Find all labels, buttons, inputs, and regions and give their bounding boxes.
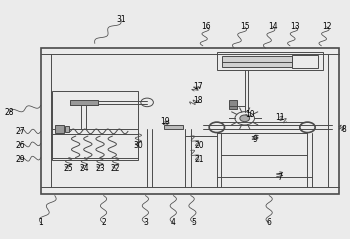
Text: 12: 12 [322, 22, 331, 31]
Text: 24: 24 [79, 164, 89, 173]
Text: 21: 21 [195, 155, 204, 164]
Bar [222, 56, 292, 67]
Text: 26: 26 [15, 141, 25, 150]
Circle shape [240, 115, 250, 122]
Text: 9: 9 [253, 135, 258, 144]
Text: 19: 19 [160, 117, 169, 126]
Text: 23: 23 [95, 164, 105, 173]
Text: 18: 18 [193, 96, 202, 105]
Text: 3: 3 [143, 218, 148, 227]
Text: 4: 4 [171, 218, 176, 227]
Text: 2: 2 [101, 218, 106, 227]
Text: 13: 13 [290, 22, 300, 31]
Text: 16: 16 [202, 22, 211, 31]
Bar [164, 125, 183, 130]
Text: 5: 5 [192, 218, 197, 227]
Text: 7: 7 [277, 173, 282, 182]
Bar [52, 91, 138, 160]
Text: 27: 27 [15, 127, 25, 136]
Bar [292, 55, 318, 68]
Text: 6: 6 [267, 218, 272, 227]
Text: 30: 30 [133, 141, 143, 150]
Text: 1: 1 [38, 218, 43, 227]
Text: 20: 20 [195, 141, 204, 150]
Bar [229, 100, 237, 109]
Bar [70, 100, 98, 105]
Bar [55, 125, 64, 133]
Text: 31: 31 [116, 15, 126, 24]
Text: 29: 29 [15, 155, 25, 164]
Bar [217, 52, 323, 70]
Text: 25: 25 [64, 164, 74, 173]
Text: 11: 11 [275, 113, 284, 122]
Text: 22: 22 [111, 164, 120, 173]
Text: 28: 28 [5, 108, 14, 117]
Text: 10: 10 [245, 110, 255, 119]
Text: 8: 8 [342, 125, 346, 134]
Text: 15: 15 [240, 22, 250, 31]
Bar [41, 48, 339, 194]
Text: 14: 14 [268, 22, 278, 31]
Bar [65, 126, 69, 132]
Text: 17: 17 [193, 82, 202, 91]
